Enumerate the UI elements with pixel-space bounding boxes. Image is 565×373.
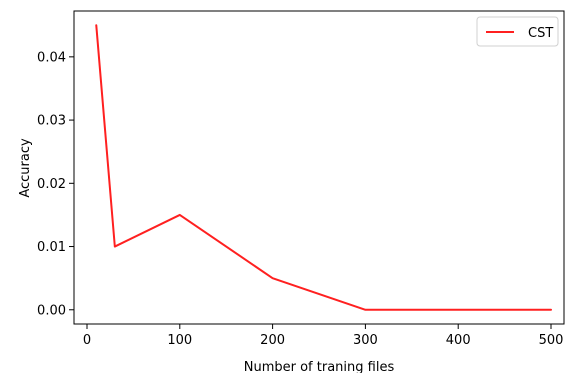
x-tick-label: 400 [446, 333, 471, 348]
y-axis-label: Accuracy [18, 138, 33, 198]
series-layer [95, 24, 553, 311]
y-tick-label: 0.03 [37, 114, 66, 129]
x-axis-ticks: 0 100 200 300 400 500 [83, 324, 564, 348]
y-tick-label: 0.01 [37, 240, 66, 255]
x-tick-label: 200 [260, 333, 285, 348]
x-tick-label: 500 [539, 333, 564, 348]
x-tick-label: 0 [83, 333, 91, 348]
legend-label-cst: CST [528, 26, 553, 41]
y-tick-label: 0.02 [37, 177, 66, 192]
legend-frame [476, 16, 559, 47]
y-axis-ticks: 0.00 0.01 0.02 0.03 0.04 [37, 50, 74, 318]
legend: CST [476, 16, 559, 47]
x-axis-label: Number of traning files [244, 360, 395, 373]
series-line-cst [95, 24, 553, 311]
x-tick-label: 300 [353, 333, 378, 348]
x-tick-label: 100 [167, 333, 192, 348]
plot-frame [73, 10, 565, 325]
y-tick-label: 0.04 [37, 50, 66, 65]
y-tick-label: 0.00 [37, 303, 66, 318]
